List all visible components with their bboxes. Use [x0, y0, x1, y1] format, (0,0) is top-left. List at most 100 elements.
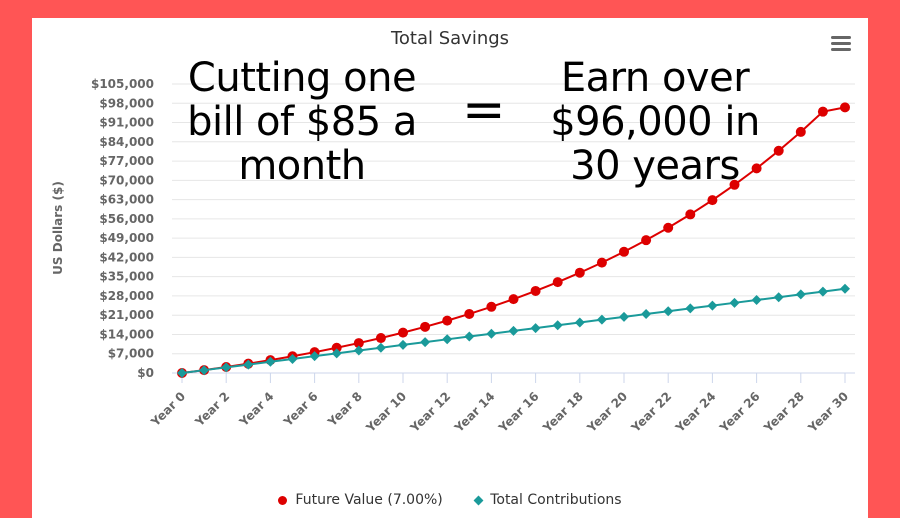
y-tick-label: $70,000: [99, 173, 154, 187]
data-point[interactable]: [331, 348, 342, 359]
data-point[interactable]: [464, 308, 475, 319]
data-point[interactable]: [177, 368, 187, 378]
data-point[interactable]: [486, 328, 497, 339]
x-tick-label: Year 22: [628, 389, 674, 435]
data-point[interactable]: [375, 333, 386, 344]
data-point[interactable]: [641, 309, 652, 320]
data-point[interactable]: [309, 351, 320, 362]
data-point[interactable]: [685, 303, 696, 314]
y-axis-title: US Dollars ($): [51, 181, 65, 275]
data-point[interactable]: [619, 311, 629, 322]
x-tick-label: Year 16: [495, 389, 541, 435]
x-tick-label: Year 18: [540, 389, 586, 435]
y-tick-label: $0: [137, 366, 154, 380]
y-tick-label: $28,000: [99, 289, 154, 303]
data-point[interactable]: [420, 337, 431, 348]
legend-item-future-value[interactable]: Future Value (7.00%): [278, 492, 443, 508]
y-tick-label: $56,000: [99, 212, 154, 226]
overlay-line: Earn over: [560, 55, 750, 101]
data-point[interactable]: [840, 283, 850, 294]
data-point[interactable]: [530, 323, 541, 334]
overlay-line: month: [238, 143, 366, 189]
data-point[interactable]: [751, 163, 762, 174]
y-tick-label: $84,000: [99, 135, 154, 149]
data-point[interactable]: [375, 342, 386, 353]
data-point[interactable]: [795, 126, 806, 137]
overlay-equals-sign: =: [462, 80, 506, 140]
y-tick-label: $77,000: [99, 154, 154, 168]
x-tick-label: Year 2: [192, 389, 233, 430]
data-point[interactable]: [287, 353, 298, 364]
data-point[interactable]: [619, 246, 629, 257]
data-point[interactable]: [574, 317, 585, 328]
data-point[interactable]: [729, 179, 740, 190]
overlay-line: 30 years: [570, 143, 740, 189]
chart-card: Total Savings $0 $7,000 $14,000 $21,000 $28,…: [32, 18, 868, 518]
data-point[interactable]: [442, 315, 453, 326]
y-tick-label: $91,000: [99, 116, 154, 130]
overlay-right-text: Earn over $96,000 in 30 years: [510, 56, 800, 188]
data-point[interactable]: [817, 286, 828, 297]
data-point[interactable]: [707, 195, 718, 206]
y-tick-label: $14,000: [99, 327, 154, 341]
chart-title: Total Savings: [390, 28, 510, 49]
data-point[interactable]: [840, 102, 850, 113]
data-point[interactable]: [199, 365, 210, 376]
data-point[interactable]: [795, 289, 806, 300]
data-point[interactable]: [663, 222, 674, 233]
data-point[interactable]: [331, 342, 342, 353]
x-tick-label: Year 20: [584, 389, 630, 435]
x-tick-label: Year 6: [280, 389, 321, 430]
y-tick-label: $7,000: [108, 347, 154, 361]
data-point[interactable]: [464, 331, 475, 342]
x-tick-label: Year 24: [672, 389, 718, 435]
data-point[interactable]: [641, 235, 652, 246]
data-point[interactable]: [685, 209, 696, 220]
data-point[interactable]: [398, 327, 408, 338]
x-tick-label: Year 26: [716, 389, 762, 435]
legend-item-total-contributions[interactable]: Total Contributions: [473, 492, 622, 508]
data-point[interactable]: [353, 345, 364, 356]
data-point[interactable]: [574, 267, 585, 278]
x-tick-label: Year 14: [451, 389, 497, 435]
data-point[interactable]: [817, 106, 828, 117]
overlay-line: $96,000 in: [550, 99, 760, 145]
data-point[interactable]: [221, 362, 232, 373]
data-point[interactable]: [552, 277, 563, 288]
data-point[interactable]: [751, 295, 762, 306]
data-point[interactable]: [552, 320, 563, 331]
x-tick-label: Year 12: [407, 389, 453, 435]
circle-marker-icon: [278, 495, 288, 505]
overlay-left-text: Cutting one bill of $85 a month: [162, 56, 442, 188]
y-tick-label: $63,000: [99, 193, 154, 207]
data-point[interactable]: [663, 306, 674, 317]
data-point[interactable]: [596, 314, 607, 325]
data-point[interactable]: [420, 321, 431, 332]
data-point[interactable]: [353, 338, 364, 349]
diamond-marker-icon: [473, 495, 484, 505]
data-point[interactable]: [508, 294, 519, 305]
data-point[interactable]: [530, 285, 541, 296]
y-tick-label: $21,000: [99, 308, 154, 322]
legend-label: Total Contributions: [490, 492, 622, 508]
data-point[interactable]: [398, 339, 408, 350]
data-point[interactable]: [265, 356, 276, 367]
data-point[interactable]: [486, 301, 497, 312]
data-point[interactable]: [442, 334, 453, 345]
hamburger-menu-icon[interactable]: [829, 35, 853, 53]
line-chart: $0 $7,000 $14,000 $21,000 $28,000 $35,000 $42,…: [51, 77, 855, 436]
data-point[interactable]: [707, 300, 718, 311]
x-tick-label: Year 0: [148, 389, 189, 430]
y-tick-label: $35,000: [99, 270, 154, 284]
data-point[interactable]: [596, 257, 607, 268]
y-tick-label: $98,000: [99, 96, 154, 110]
data-point[interactable]: [729, 297, 740, 308]
data-point[interactable]: [773, 145, 784, 156]
x-tick-label: Year 28: [761, 389, 807, 435]
overlay-line: Cutting one: [187, 55, 417, 101]
y-tick-label: $42,000: [99, 250, 154, 264]
data-point[interactable]: [773, 292, 784, 303]
chart-legend: Future Value (7.00%) Total Contributions: [32, 492, 868, 508]
data-point[interactable]: [243, 359, 254, 370]
data-point[interactable]: [508, 325, 519, 336]
